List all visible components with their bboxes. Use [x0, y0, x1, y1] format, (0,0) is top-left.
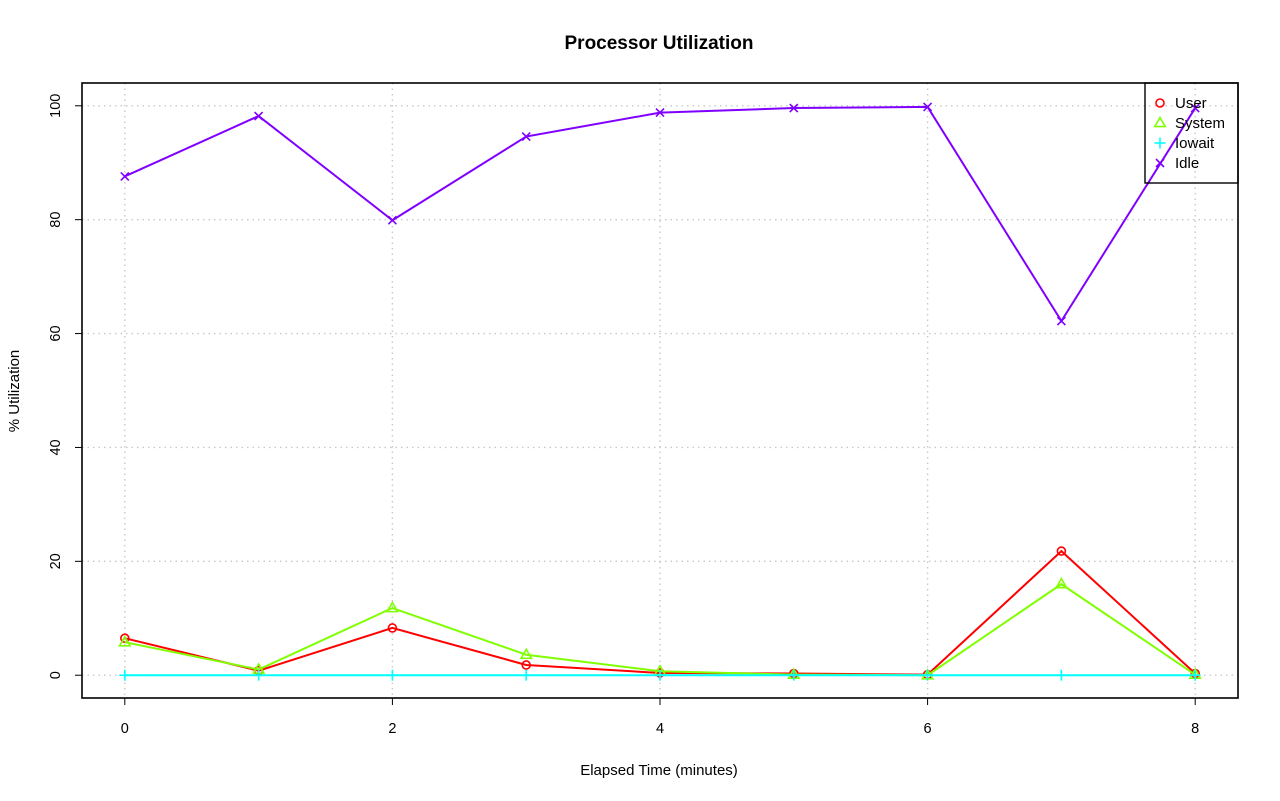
legend-label-iowait: Iowait [1175, 135, 1215, 152]
y-axis-label: % Utilization [6, 350, 23, 433]
y-tick-label: 40 [48, 439, 64, 455]
data-point-iowait [386, 669, 398, 681]
series-layer [118, 102, 1202, 681]
legend: User System Iowait Idle [1144, 82, 1239, 184]
data-point-idle [789, 103, 799, 113]
x-axis-label: Elapsed Time (minutes) [580, 762, 738, 779]
data-point-idle [254, 111, 264, 121]
data-point-system [1054, 576, 1068, 589]
chart-title: Processor Utilization [565, 33, 754, 54]
x-tick-label: 8 [1191, 721, 1199, 737]
legend-label-user: User [1175, 95, 1207, 112]
x-tick-label: 4 [656, 721, 664, 737]
legend-marker-system [1153, 115, 1167, 128]
legend-label-idle: Idle [1175, 155, 1199, 172]
y-tick-label: 100 [48, 94, 64, 118]
series-iowait [119, 669, 1201, 681]
data-point-iowait [253, 669, 265, 681]
data-point-idle [120, 171, 130, 181]
data-point-system [385, 600, 399, 613]
data-point-iowait [520, 669, 532, 681]
y-tick-label: 0 [48, 671, 64, 679]
data-point-idle [387, 215, 397, 225]
data-point-user [1056, 546, 1067, 556]
data-point-iowait [1189, 669, 1201, 681]
data-point-system [519, 647, 533, 660]
x-tick-label: 0 [121, 721, 129, 737]
data-point-idle [655, 108, 665, 118]
legend-marker-user [1155, 98, 1165, 108]
legend-box [1144, 82, 1239, 184]
grid-lines [82, 83, 1238, 698]
data-point-idle [1056, 316, 1066, 326]
data-point-idle [923, 102, 933, 112]
data-point-system [118, 635, 132, 647]
data-point-iowait [654, 669, 666, 681]
series-idle [120, 102, 1200, 326]
legend-marker-iowait [1154, 137, 1166, 149]
data-point-idle [1190, 103, 1200, 113]
data-point-iowait [922, 669, 934, 681]
y-axis: 0 20 40 60 80 100 [48, 94, 83, 679]
data-point-iowait [119, 669, 131, 681]
data-point-user [387, 623, 398, 633]
data-point-iowait [788, 669, 800, 681]
legend-marker-idle [1155, 158, 1165, 168]
y-tick-label: 60 [48, 325, 64, 341]
data-point-iowait [1055, 669, 1067, 681]
legend-label-system: System [1175, 115, 1225, 132]
y-tick-label: 80 [48, 212, 64, 228]
x-tick-label: 2 [388, 721, 396, 737]
data-point-user [521, 660, 532, 670]
y-tick-label: 20 [48, 553, 64, 569]
x-axis: 0 2 4 6 8 [121, 697, 1199, 737]
x-tick-label: 6 [924, 721, 932, 737]
data-point-idle [521, 131, 531, 142]
